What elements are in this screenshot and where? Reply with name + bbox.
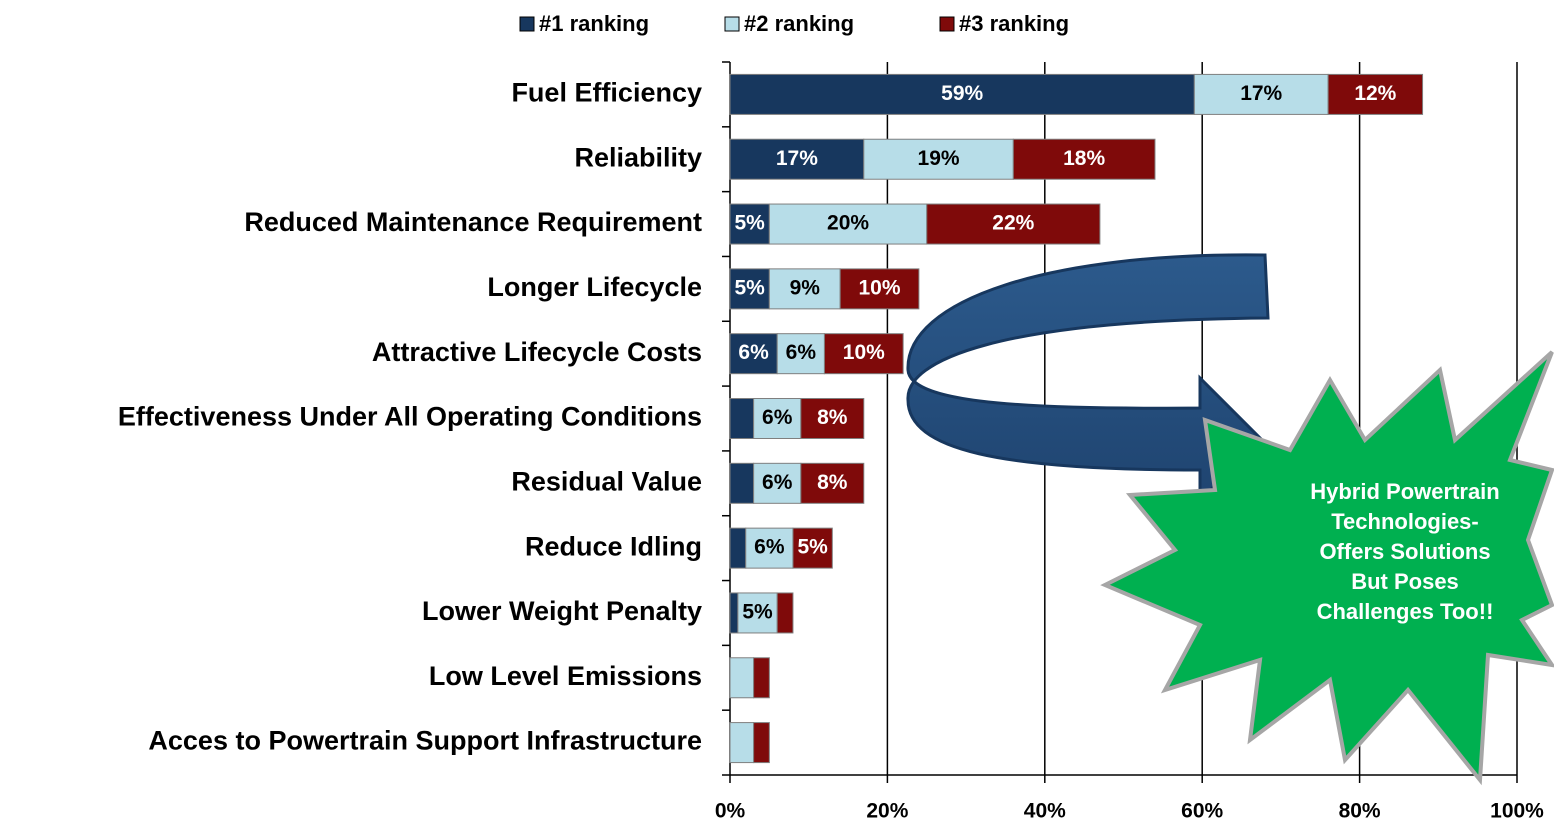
bar-segment xyxy=(729,73,1195,115)
value-label: 5% xyxy=(742,601,773,624)
bar-segment xyxy=(737,592,778,634)
category-label: Reliability xyxy=(574,142,702,172)
bar-segment xyxy=(753,462,802,504)
bar-segment xyxy=(800,398,865,439)
plot-area: 0% 20% 40% 60% 80% 100% Fuel Efficiency 59% 17% 1… xyxy=(118,11,1544,823)
category-label: Effectiveness Under All Operating Condit… xyxy=(118,402,702,432)
bar-segment xyxy=(753,657,770,699)
value-label: 8% xyxy=(817,406,848,429)
bar-segment xyxy=(1327,73,1424,115)
x-tick-label: 0% xyxy=(715,800,746,823)
category-label: Longer Lifecycle xyxy=(487,272,702,302)
category-label: Low Level Emissions xyxy=(429,661,702,691)
bar-segment xyxy=(729,138,865,180)
bar-segment xyxy=(800,462,865,504)
category-label: Lower Weight Penalty xyxy=(422,596,702,626)
bar-segment xyxy=(729,462,755,504)
value-label: 6% xyxy=(754,536,785,559)
bar-segment xyxy=(823,333,904,375)
category-label: Residual Value xyxy=(511,466,702,496)
category-label: Fuel Efficiency xyxy=(511,78,702,108)
legend-label: #1 ranking xyxy=(539,11,649,36)
category-label: Reduce Idling xyxy=(525,531,702,561)
x-tick-label: 100% xyxy=(1490,800,1544,823)
legend-swatch xyxy=(939,16,955,32)
annotation-line: Hybrid Powertrain xyxy=(1310,479,1499,504)
bar-segment xyxy=(729,398,755,439)
value-label: 10% xyxy=(859,276,901,299)
annotation-line: But Poses xyxy=(1351,569,1459,594)
bar-segment xyxy=(776,592,794,634)
bar-segment xyxy=(839,268,920,310)
value-label: 17% xyxy=(1240,82,1282,105)
annotation-line: Challenges Too!! xyxy=(1317,599,1494,624)
legend-label: #2 ranking xyxy=(744,11,854,36)
bar-segment xyxy=(863,138,1014,180)
value-label: 6% xyxy=(762,471,793,494)
annotation-line: Offers Solutions xyxy=(1319,539,1490,564)
category-label: Attractive Lifecycle Costs xyxy=(372,337,702,367)
bar-segment xyxy=(729,722,755,764)
x-tick-label: 20% xyxy=(866,800,908,823)
value-label: 19% xyxy=(918,147,960,170)
annotation: Hybrid Powertrain Technologies- Offers Sol… xyxy=(1310,479,1499,624)
starburst xyxy=(1100,350,1554,786)
x-tick-label: 80% xyxy=(1339,800,1381,823)
value-label: 20% xyxy=(827,212,869,235)
value-label: 6% xyxy=(762,406,793,429)
bar-segment xyxy=(729,527,747,569)
value-label: 5% xyxy=(797,536,828,559)
legend-swatch xyxy=(519,16,535,32)
x-tick-label: 60% xyxy=(1181,800,1223,823)
category-label: Acces to Powertrain Support Infrastructu… xyxy=(148,726,702,756)
value-label: 17% xyxy=(776,147,818,170)
value-label: 10% xyxy=(843,341,885,364)
legend-swatch xyxy=(724,16,740,32)
category-label: Reduced Maintenance Requirement xyxy=(244,207,702,237)
legend-label: #3 ranking xyxy=(959,11,1069,36)
bar-segment xyxy=(768,203,928,245)
bar-segment xyxy=(1012,138,1156,180)
value-label: 6% xyxy=(738,341,769,364)
value-label: 59% xyxy=(941,82,983,105)
x-tick-label: 40% xyxy=(1024,800,1066,823)
value-label: 5% xyxy=(734,276,765,299)
value-label: 9% xyxy=(790,276,821,299)
bar-segment xyxy=(745,527,794,569)
value-label: 8% xyxy=(817,471,848,494)
value-label: 5% xyxy=(734,212,765,235)
value-label: 18% xyxy=(1063,147,1105,170)
bar-segment xyxy=(729,333,778,375)
bar-segment xyxy=(768,268,841,310)
bar-segment xyxy=(753,722,770,764)
annotation-line: Technologies- xyxy=(1331,509,1479,534)
bar-segment xyxy=(729,657,755,699)
bar-segment xyxy=(792,527,833,569)
bar-segment xyxy=(926,203,1101,245)
value-label: 6% xyxy=(786,341,817,364)
value-label: 12% xyxy=(1354,82,1396,105)
value-label: 22% xyxy=(992,212,1034,235)
bar-segment xyxy=(729,592,739,634)
